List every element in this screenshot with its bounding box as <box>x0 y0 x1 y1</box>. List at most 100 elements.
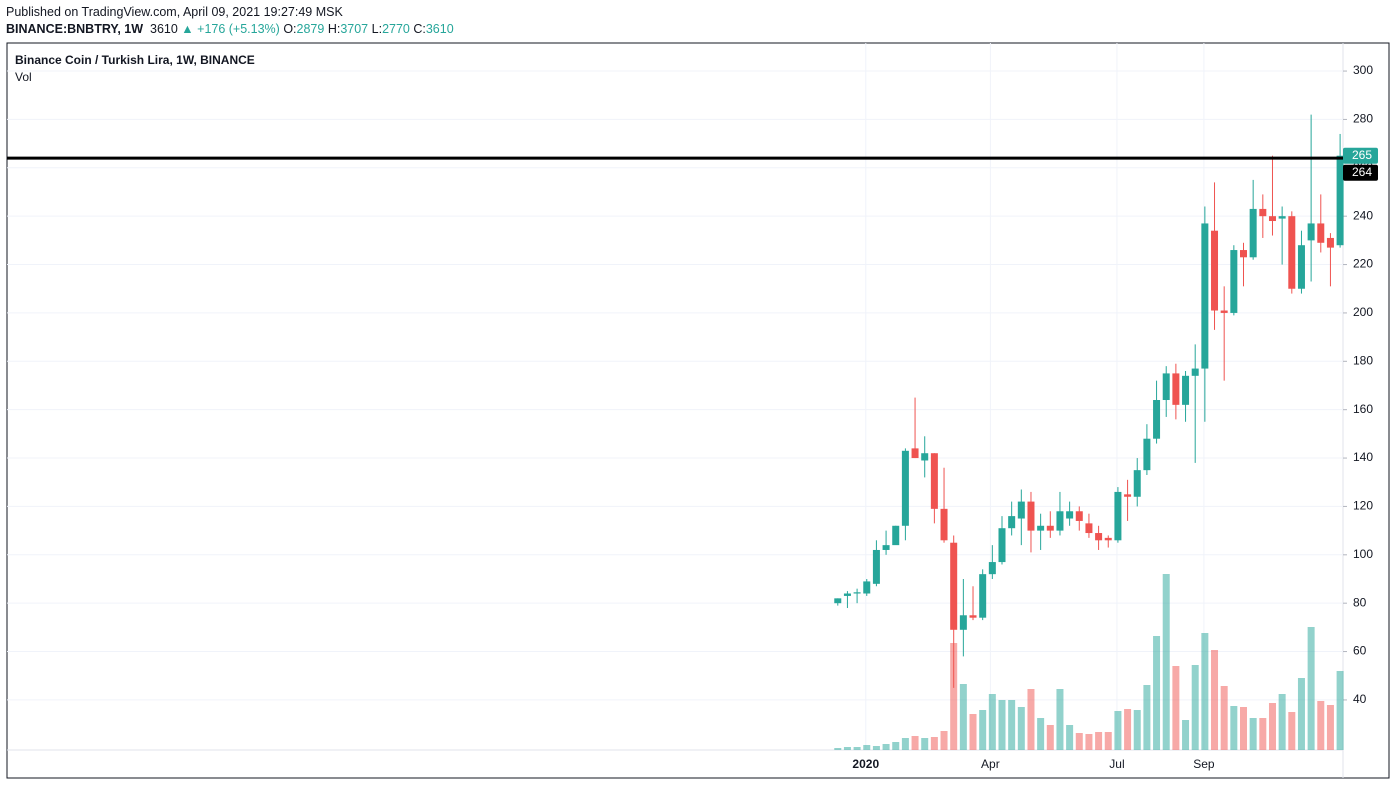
y-tick-label: 140 <box>1353 450 1373 464</box>
candle-body <box>901 450 909 526</box>
volume-bar <box>1288 712 1296 750</box>
change: ▲ +176 (+5.13%) <box>181 22 280 36</box>
volume-bar <box>1056 689 1064 750</box>
candle-body <box>1143 438 1151 471</box>
candle-body <box>1066 511 1074 519</box>
volume-bar <box>843 747 851 750</box>
candle-body <box>1288 216 1296 289</box>
candle-body <box>872 549 880 584</box>
candle-body <box>1104 537 1112 541</box>
volume-bar <box>1230 706 1238 750</box>
volume-bar <box>1336 671 1344 750</box>
candle-body <box>1326 237 1334 248</box>
published-note: Published on TradingView.com, April 09, … <box>6 5 343 19</box>
candle-body <box>1017 501 1025 519</box>
candle-body <box>1095 533 1103 541</box>
y-tick-label: 60 <box>1353 644 1367 658</box>
y-tick-label: 220 <box>1353 257 1373 271</box>
volume-bar <box>979 710 987 750</box>
volume-bar <box>1172 666 1180 750</box>
volume-bar <box>1191 665 1199 750</box>
volume-bar <box>1046 725 1054 750</box>
candle-body <box>1008 516 1016 529</box>
c: 3610 <box>425 22 454 36</box>
volume-bar <box>921 738 929 750</box>
volume-bar <box>1095 732 1103 750</box>
candle-body <box>930 453 938 509</box>
volume-bar <box>1008 700 1016 750</box>
volume-bar <box>1066 725 1074 750</box>
volume-bar <box>1027 689 1035 750</box>
volume-bar <box>969 714 977 750</box>
volume-bar <box>1249 718 1257 750</box>
candle-body <box>950 542 958 630</box>
volume-bar <box>1153 636 1161 750</box>
candle-body <box>988 562 996 575</box>
candle-body <box>882 545 890 550</box>
candle-body <box>1133 470 1141 497</box>
hline-price-tag <box>1343 164 1378 181</box>
symbol: BINANCE:BNBTRY, 1W <box>6 22 144 36</box>
volume-bar <box>834 748 842 750</box>
candle-body <box>1249 208 1257 258</box>
volume-bar <box>1317 701 1325 750</box>
candle-body <box>1153 400 1161 439</box>
candle-body <box>1230 250 1238 313</box>
volume-bar <box>882 744 890 750</box>
candle-body <box>1046 525 1054 531</box>
volume-bar <box>1220 686 1228 750</box>
last-price-label: 265 <box>1352 148 1372 162</box>
candle-body <box>1317 223 1325 243</box>
l-label: L: <box>371 22 383 36</box>
volume-bar <box>940 731 948 750</box>
candle-body <box>1114 491 1122 541</box>
y-tick-label: 300 <box>1353 63 1373 77</box>
volume-bar <box>1297 678 1305 750</box>
volume-bar <box>1240 707 1248 750</box>
candle-body <box>853 592 861 594</box>
candle-body <box>1182 375 1190 405</box>
candle-body <box>1336 155 1344 246</box>
candle-body <box>1056 511 1064 531</box>
candle-body <box>969 615 977 618</box>
candle-body <box>1307 223 1315 241</box>
last-price-tag <box>1343 147 1378 164</box>
candle-body <box>940 508 948 541</box>
h: 3707 <box>340 22 369 36</box>
x-tick-label: Apr <box>981 757 1000 771</box>
candle-body <box>1240 250 1248 258</box>
candle-body <box>1201 223 1209 369</box>
candle-body <box>921 453 929 461</box>
volume-bar <box>911 736 919 750</box>
candle-body <box>1278 216 1286 219</box>
volume-bar <box>1259 718 1267 750</box>
volume-bar <box>1211 650 1219 750</box>
y-tick-label: 240 <box>1353 208 1373 222</box>
volume-bar <box>1085 734 1093 750</box>
volume-bar <box>872 746 880 750</box>
x-tick-label: Jul <box>1109 757 1124 771</box>
volume-bar <box>901 738 909 750</box>
volume-bar <box>1143 685 1151 750</box>
candle-body <box>843 593 851 596</box>
volume-bar <box>1017 707 1025 750</box>
volume-bar <box>1124 709 1132 750</box>
volume-bar <box>1037 718 1045 750</box>
volume-bar <box>930 737 938 750</box>
x-tick-label: Sep <box>1193 757 1215 771</box>
volume-bar <box>950 643 958 750</box>
candle-body <box>1268 216 1276 222</box>
volume-bar <box>1326 705 1334 750</box>
candle-body <box>1220 310 1228 313</box>
volume-bar <box>998 700 1006 750</box>
candle-body <box>979 574 987 618</box>
candle-body <box>911 448 919 459</box>
volume-bar <box>1278 694 1286 750</box>
o-label: O: <box>283 22 297 36</box>
grid <box>7 43 1343 750</box>
last: 3610 <box>150 22 178 36</box>
y-tick-label: 180 <box>1353 353 1373 367</box>
volume-bar <box>1162 574 1170 750</box>
